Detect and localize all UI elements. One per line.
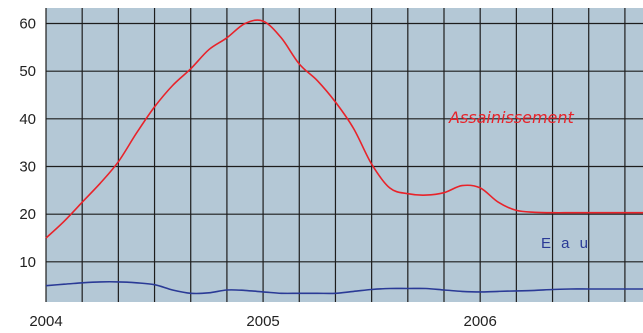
x-axis-tick-labels: 2004 2005 2006 xyxy=(29,313,497,330)
y-tick-label: 30 xyxy=(19,158,36,175)
series-line-assainissement xyxy=(45,19,643,239)
y-axis-tick-labels: 10 20 30 40 50 60 xyxy=(19,15,36,270)
y-tick-label: 50 xyxy=(19,63,36,80)
vertical-gridlines xyxy=(45,8,626,302)
y-tick-label: 40 xyxy=(19,111,36,128)
assainissement-series-label: Assainissement xyxy=(448,108,575,127)
y-tick-label: 20 xyxy=(19,206,36,223)
x-tick-label: 2006 xyxy=(463,313,496,330)
series-line-eau xyxy=(45,280,643,295)
eau-series-label: E a u xyxy=(541,235,591,252)
plot-area xyxy=(46,8,643,302)
series-lines xyxy=(45,19,643,295)
y-tick-label: 60 xyxy=(19,15,36,32)
x-tick-label: 2005 xyxy=(246,313,279,330)
x-tick-label: 2004 xyxy=(29,313,62,330)
y-tick-label: 10 xyxy=(19,254,36,271)
